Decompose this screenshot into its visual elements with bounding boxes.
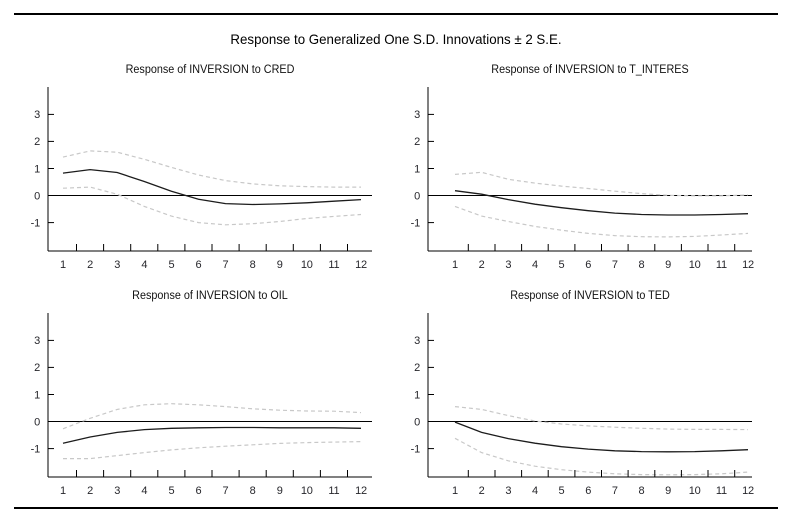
svg-text:3: 3 — [414, 335, 420, 347]
svg-text:4: 4 — [141, 485, 147, 497]
svg-text:8: 8 — [250, 485, 256, 497]
svg-text:2: 2 — [87, 259, 93, 271]
svg-text:10: 10 — [689, 485, 701, 497]
svg-text:10: 10 — [301, 259, 313, 271]
svg-text:7: 7 — [612, 259, 618, 271]
svg-text:11: 11 — [328, 485, 339, 497]
svg-text:6: 6 — [585, 485, 591, 497]
svg-text:2: 2 — [414, 136, 420, 148]
svg-text:3: 3 — [34, 335, 40, 347]
svg-text:0: 0 — [414, 190, 420, 202]
svg-text:1: 1 — [60, 485, 66, 497]
panel-title-oil: Response of INVERSION to OIL — [132, 290, 288, 302]
panel-response-t-interes: Response of INVERSION to T_INTERES -1 0 1 2… — [394, 64, 760, 280]
svg-text:1: 1 — [452, 259, 458, 271]
bottom-rule — [14, 507, 778, 509]
svg-text:6: 6 — [196, 485, 202, 497]
svg-text:0: 0 — [34, 190, 40, 202]
svg-text:-1: -1 — [411, 443, 420, 455]
svg-text:9: 9 — [665, 259, 671, 271]
svg-text:1: 1 — [34, 389, 40, 401]
svg-text:5: 5 — [559, 259, 565, 271]
panel-title-ted: Response of INVERSION to TED — [510, 290, 670, 302]
svg-text:2: 2 — [479, 485, 485, 497]
panel-response-ted: Response of INVERSION to TED -1 0 1 2 3 1 2 3 4 5… — [394, 290, 760, 506]
svg-text:12: 12 — [355, 485, 367, 497]
svg-text:6: 6 — [585, 259, 591, 271]
svg-text:7: 7 — [223, 485, 229, 497]
svg-text:1: 1 — [34, 163, 40, 175]
svg-text:8: 8 — [639, 259, 645, 271]
svg-text:7: 7 — [612, 485, 618, 497]
figure-title: Response to Generalized One S.D. Innovat… — [230, 31, 562, 47]
svg-text:2: 2 — [87, 485, 93, 497]
svg-text:3: 3 — [114, 485, 120, 497]
svg-text:9: 9 — [665, 485, 671, 497]
svg-text:3: 3 — [414, 109, 420, 121]
svg-text:5: 5 — [168, 259, 174, 271]
svg-text:4: 4 — [532, 485, 538, 497]
svg-text:1: 1 — [414, 163, 420, 175]
svg-text:10: 10 — [689, 259, 701, 271]
svg-text:12: 12 — [742, 485, 754, 497]
svg-text:3: 3 — [505, 259, 511, 271]
svg-text:1: 1 — [60, 259, 66, 271]
panel-response-oil: Response of INVERSION to OIL -1 0 1 2 3 1 2 3 4 5… — [14, 290, 380, 506]
svg-text:9: 9 — [277, 259, 283, 271]
panel-title-cred: Response of INVERSION to CRED — [125, 64, 295, 76]
svg-text:12: 12 — [355, 259, 367, 271]
svg-text:2: 2 — [34, 362, 40, 374]
svg-text:-1: -1 — [31, 443, 40, 455]
svg-text:4: 4 — [141, 259, 147, 271]
svg-text:3: 3 — [505, 485, 511, 497]
svg-text:10: 10 — [301, 485, 313, 497]
svg-text:0: 0 — [414, 416, 420, 428]
svg-text:11: 11 — [328, 259, 339, 271]
svg-text:11: 11 — [716, 259, 727, 271]
svg-text:8: 8 — [639, 485, 645, 497]
panel-title-t-interes: Response of INVERSION to T_INTERES — [491, 64, 689, 76]
svg-text:2: 2 — [34, 136, 40, 148]
top-rule — [14, 13, 778, 15]
svg-text:6: 6 — [196, 259, 202, 271]
svg-text:11: 11 — [716, 485, 727, 497]
svg-text:0: 0 — [34, 416, 40, 428]
svg-text:-1: -1 — [31, 217, 40, 229]
svg-text:7: 7 — [223, 259, 229, 271]
svg-text:2: 2 — [479, 259, 485, 271]
panel-response-cred: Response of INVERSION to CRED -1 0 1 2 3 1 2 3 4… — [14, 64, 380, 280]
svg-text:12: 12 — [742, 259, 754, 271]
svg-text:5: 5 — [559, 485, 565, 497]
svg-text:3: 3 — [114, 259, 120, 271]
svg-text:8: 8 — [250, 259, 256, 271]
svg-text:1: 1 — [414, 389, 420, 401]
svg-text:1: 1 — [452, 485, 458, 497]
svg-text:-1: -1 — [411, 217, 420, 229]
svg-text:5: 5 — [168, 485, 174, 497]
svg-text:4: 4 — [532, 259, 538, 271]
svg-text:9: 9 — [277, 485, 283, 497]
svg-text:3: 3 — [34, 109, 40, 121]
svg-text:2: 2 — [414, 362, 420, 374]
